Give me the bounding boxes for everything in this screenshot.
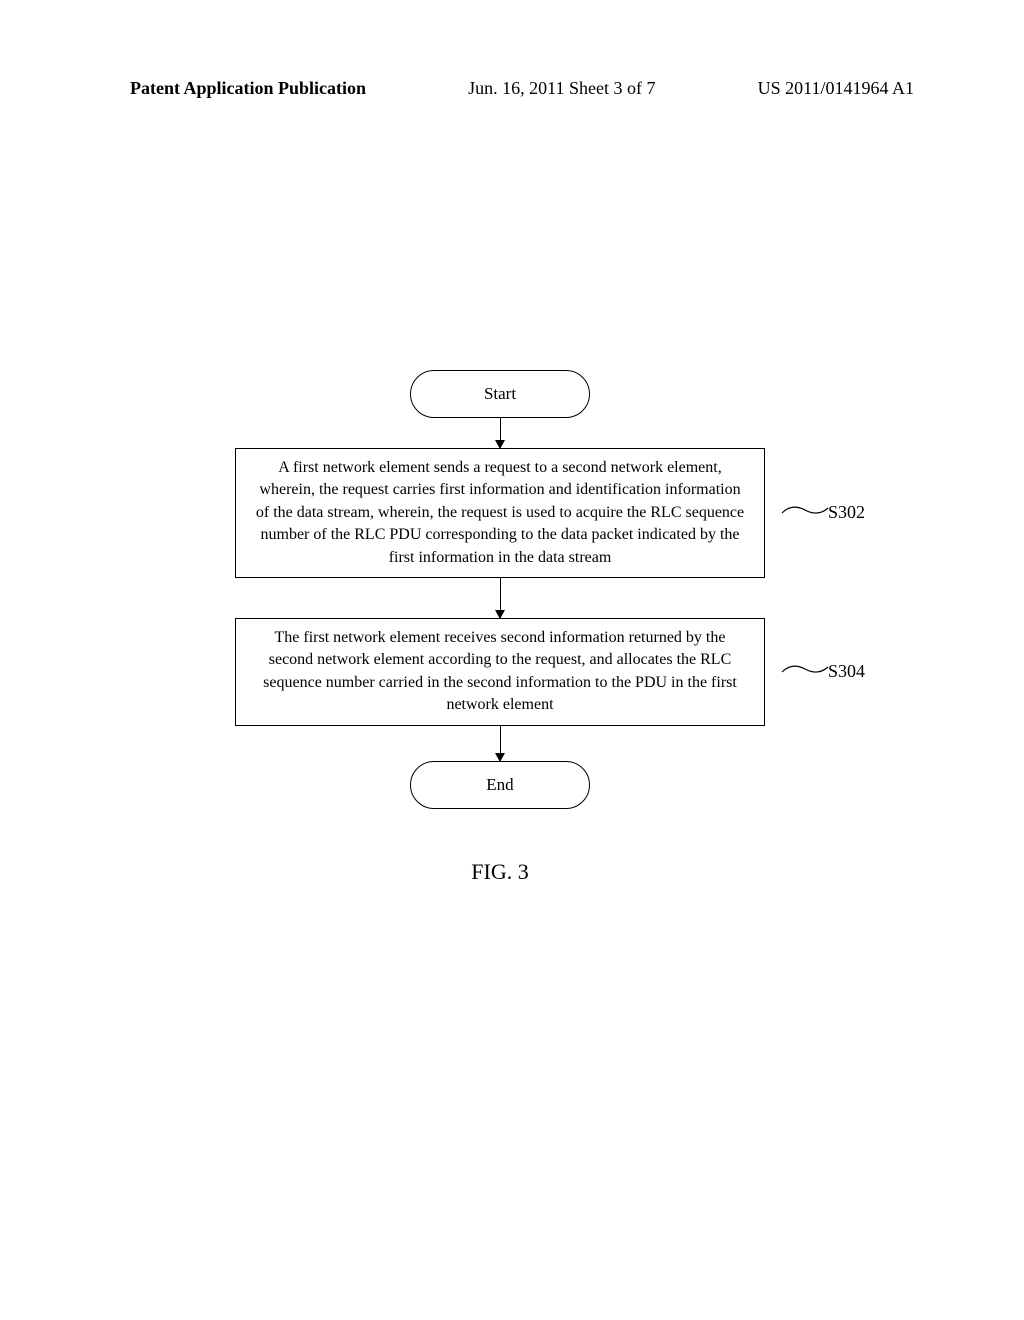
header-patent-number: US 2011/0141964 A1 [758,78,914,99]
arrow-start-to-s302 [500,418,501,448]
step-label-s302: S302 [828,502,865,523]
step-s304-row: The first network element receives secon… [150,618,850,726]
header-publication: Patent Application Publication [130,78,366,99]
callout-s304 [780,657,830,687]
process-s304: The first network element receives secon… [235,618,765,726]
step-s302-row: A first network element sends a request … [150,448,850,578]
step-label-s304: S304 [828,661,865,682]
page-header: Patent Application Publication Jun. 16, … [0,78,1024,99]
start-label: Start [484,384,516,404]
end-label: End [486,775,513,795]
end-terminal: End [410,761,590,809]
arrow-s302-to-s304 [500,578,501,618]
arrow-s304-to-end [500,726,501,761]
header-date-sheet: Jun. 16, 2011 Sheet 3 of 7 [468,78,655,99]
callout-s302 [780,498,830,528]
figure-label: FIG. 3 [150,859,850,885]
start-terminal: Start [410,370,590,418]
flowchart-diagram: Start A first network element sends a re… [150,370,850,885]
process-s302: A first network element sends a request … [235,448,765,578]
